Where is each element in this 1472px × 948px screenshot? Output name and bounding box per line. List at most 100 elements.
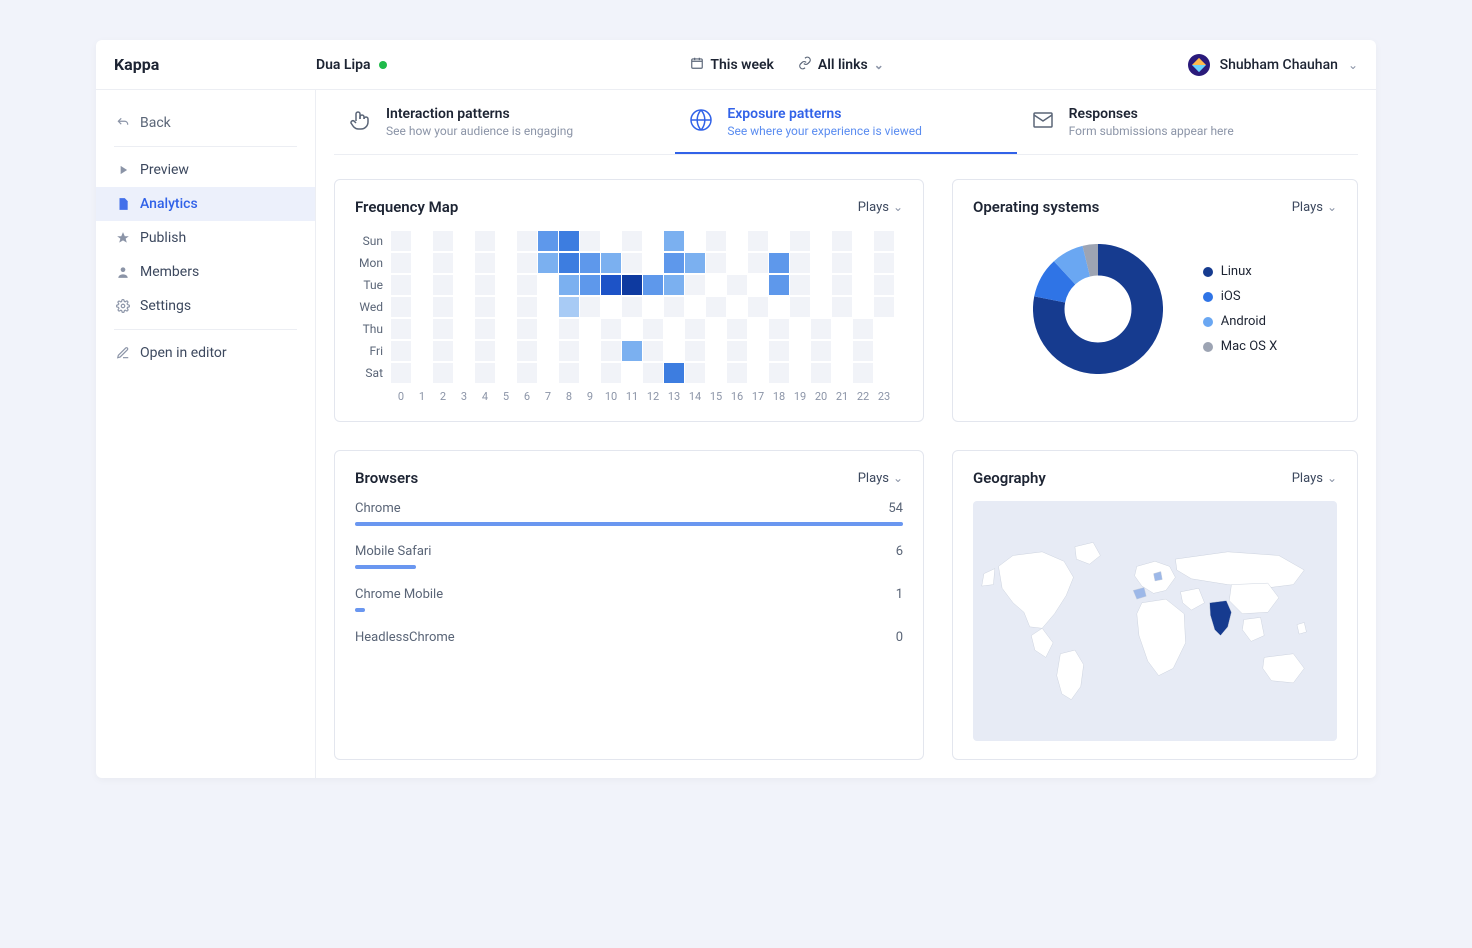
heatmap-cell[interactable] [685,253,705,273]
heatmap-cell[interactable] [832,275,852,295]
heatmap-cell[interactable] [790,363,810,383]
heatmap-cell[interactable] [874,341,894,361]
heatmap-cell[interactable] [475,319,495,339]
heatmap-cell[interactable] [874,319,894,339]
heatmap-cell[interactable] [664,275,684,295]
heatmap-cell[interactable] [601,363,621,383]
heatmap-cell[interactable] [727,319,747,339]
heatmap-cell[interactable] [790,297,810,317]
heatmap-cell[interactable] [664,253,684,273]
heatmap-cell[interactable] [811,341,831,361]
heatmap-cell[interactable] [391,253,411,273]
heatmap-cell[interactable] [643,275,663,295]
legend-item[interactable]: Mac OS X [1203,339,1278,354]
heatmap-cell[interactable] [559,253,579,273]
heatmap-cell[interactable] [727,297,747,317]
heatmap-cell[interactable] [622,275,642,295]
heatmap-cell[interactable] [412,253,432,273]
metric-selector[interactable]: Plays ⌄ [858,200,903,215]
heatmap-cell[interactable] [538,253,558,273]
heatmap-cell[interactable] [559,231,579,251]
heatmap-cell[interactable] [517,231,537,251]
heatmap-cell[interactable] [475,275,495,295]
heatmap-cell[interactable] [559,319,579,339]
sidebar-item-settings[interactable]: Settings [96,289,315,323]
sidebar-item-preview[interactable]: Preview [96,153,315,187]
heatmap-cell[interactable] [391,319,411,339]
heatmap-cell[interactable] [538,275,558,295]
heatmap-cell[interactable] [475,231,495,251]
heatmap-cell[interactable] [559,363,579,383]
heatmap-cell[interactable] [748,253,768,273]
heatmap-cell[interactable] [433,319,453,339]
heatmap-cell[interactable] [538,319,558,339]
heatmap-cell[interactable] [601,297,621,317]
heatmap-cell[interactable] [769,297,789,317]
heatmap-cell[interactable] [475,341,495,361]
heatmap-cell[interactable] [538,363,558,383]
heatmap-cell[interactable] [454,275,474,295]
heatmap-cell[interactable] [433,231,453,251]
heatmap-cell[interactable] [643,363,663,383]
heatmap-cell[interactable] [475,297,495,317]
heatmap-cell[interactable] [706,341,726,361]
heatmap-cell[interactable] [853,253,873,273]
heatmap-cell[interactable] [706,253,726,273]
heatmap-cell[interactable] [769,275,789,295]
heatmap-cell[interactable] [412,363,432,383]
heatmap-cell[interactable] [874,363,894,383]
heatmap-cell[interactable] [643,253,663,273]
heatmap-cell[interactable] [433,341,453,361]
metric-selector[interactable]: Plays ⌄ [858,471,903,486]
heatmap-cell[interactable] [874,231,894,251]
heatmap-cell[interactable] [412,341,432,361]
sidebar-item-publish[interactable]: Publish [96,221,315,255]
heatmap-cell[interactable] [517,253,537,273]
heatmap-cell[interactable] [685,231,705,251]
heatmap-cell[interactable] [517,319,537,339]
heatmap-cell[interactable] [580,363,600,383]
heatmap-cell[interactable] [601,275,621,295]
heatmap-cell[interactable] [454,363,474,383]
heatmap-cell[interactable] [517,341,537,361]
heatmap-cell[interactable] [832,297,852,317]
heatmap-cell[interactable] [853,363,873,383]
heatmap-cell[interactable] [706,363,726,383]
heatmap-cell[interactable] [748,341,768,361]
user-menu[interactable]: Shubham Chauhan ⌄ [1188,54,1376,76]
heatmap-cell[interactable] [412,231,432,251]
heatmap-cell[interactable] [664,319,684,339]
heatmap-cell[interactable] [832,319,852,339]
heatmap-cell[interactable] [664,297,684,317]
heatmap-cell[interactable] [832,231,852,251]
heatmap-cell[interactable] [685,319,705,339]
heatmap-cell[interactable] [538,341,558,361]
heatmap-cell[interactable] [580,319,600,339]
heatmap-cell[interactable] [643,231,663,251]
heatmap-cell[interactable] [769,231,789,251]
heatmap-cell[interactable] [391,275,411,295]
heatmap-cell[interactable] [622,341,642,361]
heatmap-cell[interactable] [601,341,621,361]
period-selector[interactable]: This week [690,56,774,74]
heatmap-cell[interactable] [454,231,474,251]
heatmap-cell[interactable] [496,319,516,339]
links-selector[interactable]: All links ⌄ [798,56,884,74]
heatmap-cell[interactable] [517,297,537,317]
heatmap-cell[interactable] [853,297,873,317]
heatmap-cell[interactable] [853,231,873,251]
heatmap-cell[interactable] [496,363,516,383]
heatmap-cell[interactable] [706,319,726,339]
heatmap-cell[interactable] [685,341,705,361]
heatmap-cell[interactable] [874,297,894,317]
tab-interaction-patterns[interactable]: Interaction patternsSee how your audienc… [334,90,675,154]
heatmap-cell[interactable] [853,319,873,339]
heatmap-cell[interactable] [748,319,768,339]
legend-item[interactable]: iOS [1203,289,1278,304]
heatmap-cell[interactable] [853,341,873,361]
heatmap-cell[interactable] [664,231,684,251]
legend-item[interactable]: Linux [1203,264,1278,279]
heatmap-cell[interactable] [433,275,453,295]
project-switcher[interactable]: Dua Lipa [316,57,387,73]
heatmap-cell[interactable] [832,363,852,383]
